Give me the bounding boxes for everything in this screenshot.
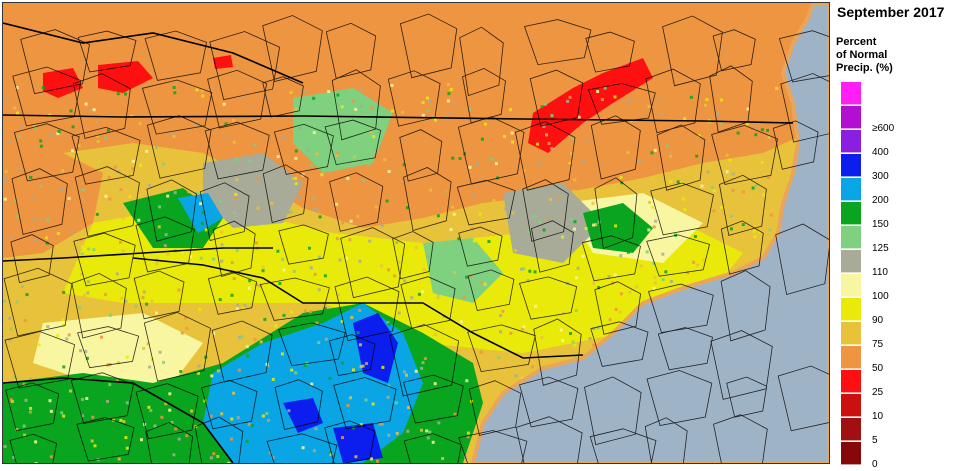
legend-swatch-200: [841, 178, 861, 201]
legend-label: 150: [872, 219, 889, 231]
legend-swatch-ge600: [841, 106, 861, 129]
legend-swatch-0: [841, 442, 861, 465]
legend-label: ≥600: [872, 123, 894, 135]
legend-swatch-75: [841, 322, 861, 345]
legend-label: 25: [872, 387, 883, 399]
legend: September 2017 Percent of Normal Precip.…: [831, 0, 966, 466]
legend-swatch-100: [841, 274, 861, 297]
legend-label: 90: [872, 315, 883, 327]
legend-label: 200: [872, 195, 889, 207]
legend-swatch-110: [841, 250, 861, 273]
map-canvas: [3, 3, 829, 463]
legend-swatch-top: [841, 82, 861, 105]
legend-label: 300: [872, 171, 889, 183]
legend-swatch-400: [841, 130, 861, 153]
precipitation-map: [2, 2, 830, 464]
legend-label: 400: [872, 147, 889, 159]
legend-label: 10: [872, 411, 883, 423]
legend-swatch-90: [841, 298, 861, 321]
legend-subtitle-line-1: Percent: [836, 36, 876, 49]
legend-swatch-150: [841, 202, 861, 225]
legend-swatch-125: [841, 226, 861, 249]
legend-subtitle-line-2: of Normal: [836, 49, 887, 62]
legend-swatch-300: [841, 154, 861, 177]
legend-title: September 2017: [837, 4, 944, 20]
legend-swatch-50: [841, 346, 861, 369]
legend-label: 110: [872, 267, 888, 279]
legend-label: 125: [872, 243, 889, 255]
legend-label: 0: [872, 459, 878, 471]
legend-swatch-5: [841, 418, 861, 441]
legend-label: 50: [872, 363, 883, 375]
legend-label: 75: [872, 339, 883, 351]
legend-label: 100: [872, 291, 889, 303]
legend-subtitle-line-3: Precip. (%): [836, 62, 893, 75]
legend-swatch-25: [841, 370, 861, 393]
legend-swatch-10: [841, 394, 861, 417]
legend-label: 5: [872, 435, 878, 447]
